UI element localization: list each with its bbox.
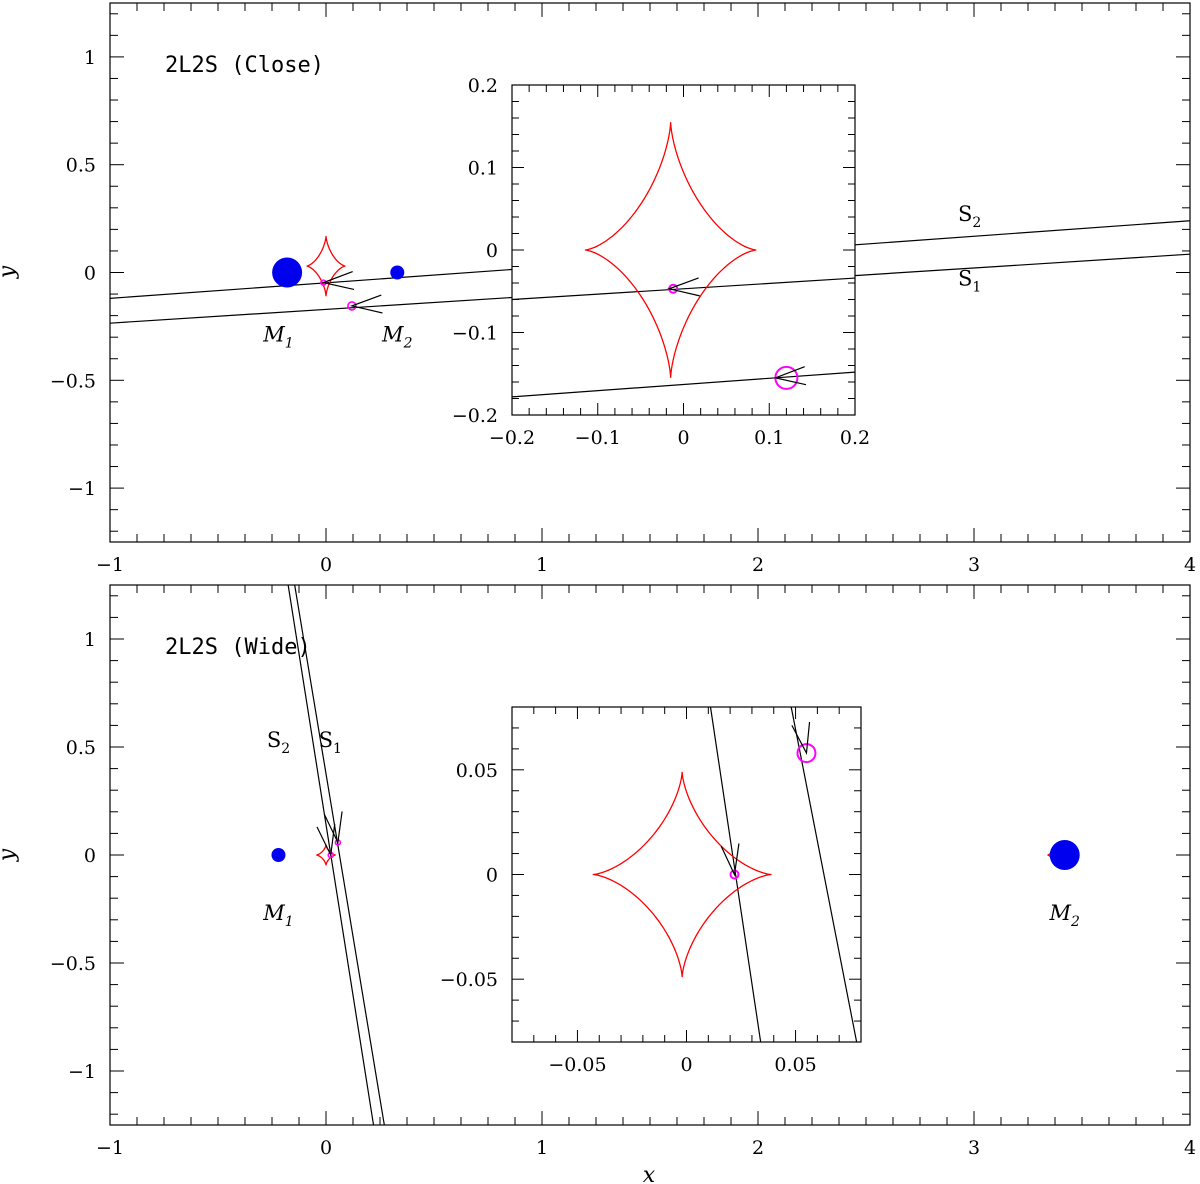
wide-lens-m2 <box>1049 840 1080 870</box>
close-caustic-1 <box>306 235 346 297</box>
close-lens-m1 <box>272 257 303 288</box>
close-y-axis-label: y <box>0 265 20 279</box>
wide-x-tick-label: 1 <box>536 1137 548 1159</box>
wide-label-m2-main: M <box>1049 901 1072 925</box>
wide-label-m1-main: M <box>262 901 285 925</box>
wide-y-tick-label: 0 <box>84 845 96 867</box>
close-label-m2: M2 <box>381 322 413 351</box>
close-inset-y-tick-label: 0.1 <box>468 158 498 180</box>
wide-y-tick-label: 0.5 <box>66 737 96 759</box>
x-axis-label: x <box>643 1163 656 1184</box>
close-inset-y-tick-label: −0.1 <box>452 323 498 345</box>
wide-inset-background <box>512 707 861 1042</box>
close-x-tick-label: 2 <box>752 554 764 576</box>
wide-plot-area <box>271 585 1080 1125</box>
close-inset: −0.2 −0.1 0 0.1 0.2 −0.2 −0.1 0 0.1 0.2 <box>452 75 870 449</box>
wide-x-tick-label: −1 <box>96 1137 124 1159</box>
close-y-tick-label: −1 <box>68 478 96 500</box>
wide-inset-x-tick-label: 0 <box>680 1054 692 1076</box>
wide-inset-x-tick-label: −0.05 <box>548 1054 606 1076</box>
wide-inset-trajectory-1 <box>709 707 762 1042</box>
wide-y-axis-label: y <box>0 848 20 862</box>
wide-label-s2: S2 <box>267 728 290 757</box>
wide-source-s1-arrow <box>323 811 343 845</box>
close-y-tick-label: 0.5 <box>66 155 96 177</box>
wide-x-tick-label: 2 <box>752 1137 764 1159</box>
wide-x-tick-label: 0 <box>320 1137 332 1159</box>
close-inset-x-tick-label: −0.2 <box>489 427 535 449</box>
wide-inset-source-2 <box>796 743 817 764</box>
wide-inset-y-tick-label: −0.05 <box>440 969 498 991</box>
close-inset-background <box>512 85 855 415</box>
wide-y-tick-label: 1 <box>84 629 96 651</box>
close-label-s2: S2 <box>958 202 981 231</box>
wide-y-tick-label: −0.5 <box>50 953 96 975</box>
wide-label-s1-main: S <box>319 728 333 752</box>
close-lens-m2 <box>390 265 405 280</box>
close-inset-x-tick-label: 0.2 <box>840 427 870 449</box>
wide-panel-title: 2L2S (Wide) <box>165 635 311 660</box>
wide-label-s1: S1 <box>319 728 342 757</box>
close-x-tick-label: 3 <box>968 554 980 576</box>
close-x-tick-label: 0 <box>320 554 332 576</box>
wide-label-s2-main: S <box>267 728 281 752</box>
wide-trajectory-2 <box>294 585 385 1125</box>
close-panel: 2L2S (Close) y −101234−1−0.500.51M1M2S1S… <box>0 2 1196 576</box>
wide-x-tick-label: 3 <box>968 1137 980 1159</box>
wide-inset-source-2-arrow <box>791 721 811 756</box>
close-label-s1-main: S <box>958 266 972 290</box>
close-label-m1: M1 <box>262 322 293 351</box>
close-label-m1-main: M <box>262 322 285 346</box>
close-inset-source-1-arrow <box>667 277 700 297</box>
close-inset-x-tick-label: −0.1 <box>575 427 621 449</box>
close-inset-y-tick-label: −0.2 <box>452 405 498 427</box>
close-inset-y-tick-label: 0 <box>486 240 498 262</box>
wide-panel: 2L2S (Wide) y x −101234−1−0.500.51M1M2S1… <box>0 584 1196 1184</box>
close-inset-plot-area <box>512 122 855 398</box>
wide-inset-x-tick-label: 0.05 <box>774 1054 816 1076</box>
close-label-s2-main: S <box>958 202 972 226</box>
wide-inset-caustic-1 <box>592 771 772 978</box>
close-label-s1: S1 <box>958 266 981 295</box>
wide-x-tick-label: 4 <box>1184 1137 1196 1159</box>
close-label-m2-subscript: 2 <box>403 335 413 351</box>
close-source-s1-arrow <box>349 294 383 314</box>
close-inset-source-2-arrow <box>773 366 807 386</box>
wide-inset-y-tick-label: 0 <box>486 865 498 887</box>
close-x-tick-label: −1 <box>96 554 124 576</box>
wide-label-s2-subscript: 2 <box>281 741 290 757</box>
wide-label-m2: M2 <box>1049 901 1081 930</box>
close-label-s2-subscript: 2 <box>972 215 981 231</box>
wide-inset: −0.05 0 0.05 −0.05 0 0.05 <box>440 706 862 1076</box>
close-label-m2-main: M <box>381 322 404 346</box>
close-x-tick-label: 1 <box>536 554 548 576</box>
close-inset-x-tick-label: 0 <box>677 427 689 449</box>
close-y-tick-label: 0 <box>84 263 96 285</box>
close-panel-title: 2L2S (Close) <box>165 53 324 78</box>
wide-y-tick-label: −1 <box>68 1061 96 1083</box>
wide-inset-source-1-arrow <box>720 843 740 877</box>
wide-inset-trajectory-2 <box>790 707 858 1042</box>
wide-inset-y-tick-label: 0.05 <box>456 760 498 782</box>
close-inset-x-tick-label: 0.1 <box>754 427 784 449</box>
close-y-tick-label: −0.5 <box>50 370 96 392</box>
close-inset-caustic-1 <box>584 122 757 378</box>
close-source-s1 <box>347 301 357 311</box>
wide-source-s2-arrow <box>316 823 336 858</box>
wide-inset-plot-area <box>592 707 858 1042</box>
close-inset-y-tick-label: 0.2 <box>468 75 498 97</box>
close-x-tick-label: 4 <box>1184 554 1196 576</box>
close-label-m1-subscript: 1 <box>285 335 294 351</box>
close-inset-trajectory-1 <box>512 277 855 301</box>
wide-label-m1-subscript: 1 <box>285 914 294 930</box>
wide-lens-m1 <box>271 848 286 862</box>
wide-label-m2-subscript: 2 <box>1070 914 1080 930</box>
wide-label-m1: M1 <box>262 901 293 930</box>
wide-label-s1-subscript: 1 <box>333 741 342 757</box>
close-y-tick-label: 1 <box>84 47 96 69</box>
close-source-s2-arrow <box>321 270 355 291</box>
close-label-s1-subscript: 1 <box>972 279 981 295</box>
